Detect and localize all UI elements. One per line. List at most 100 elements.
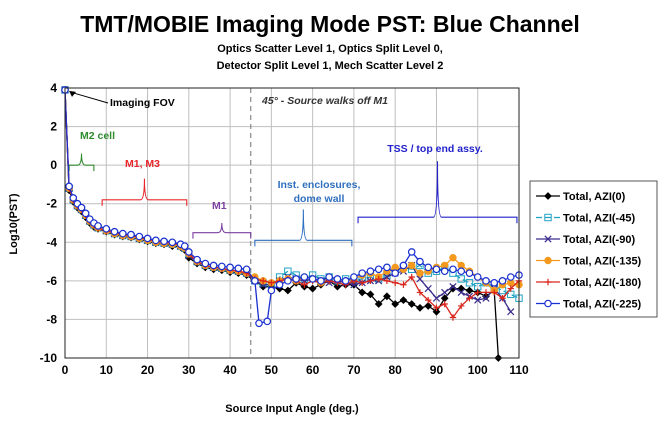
series-5 bbox=[61, 86, 523, 328]
plot-frame bbox=[64, 87, 520, 359]
m2-cell-bracket bbox=[68, 153, 95, 172]
data-point bbox=[457, 267, 466, 276]
x-tick-label: 80 bbox=[389, 363, 403, 377]
data-point bbox=[432, 307, 441, 316]
x-tick-label: 60 bbox=[306, 363, 320, 377]
x-tick-label: 110 bbox=[509, 363, 529, 377]
data-point bbox=[465, 286, 474, 295]
data-point bbox=[259, 277, 267, 285]
data-point bbox=[482, 289, 490, 296]
data-point bbox=[391, 300, 400, 308]
data-point bbox=[180, 242, 189, 250]
data-point bbox=[201, 259, 210, 268]
data-point bbox=[424, 302, 433, 310]
data-point bbox=[185, 248, 193, 256]
chart-title: TMT/MOBIE Imaging Mode PST: Blue Channel bbox=[80, 11, 580, 37]
x-tick-label: 20 bbox=[141, 363, 155, 377]
data-point bbox=[234, 264, 243, 273]
data-point bbox=[193, 255, 201, 264]
legend-label: Total, AZI(-180) bbox=[563, 277, 642, 289]
data-point bbox=[366, 267, 375, 276]
data-point bbox=[408, 273, 415, 281]
data-point bbox=[127, 230, 135, 239]
data-point bbox=[333, 275, 342, 283]
data-point bbox=[465, 279, 474, 287]
x-tick-label: 0 bbox=[62, 363, 69, 377]
legend-swatch-marker bbox=[544, 235, 552, 243]
data-point bbox=[358, 288, 367, 297]
data-point bbox=[65, 182, 73, 191]
data-point bbox=[432, 265, 441, 274]
data-point bbox=[325, 273, 333, 281]
data-point bbox=[465, 269, 474, 277]
series-0 bbox=[61, 86, 503, 362]
data-point bbox=[416, 257, 424, 266]
annotation-m2-cell: M2 cell bbox=[80, 130, 115, 142]
annotation-m1-m3: M1, M3 bbox=[125, 158, 160, 170]
data-point bbox=[275, 280, 284, 289]
legend-swatch-marker bbox=[544, 256, 552, 265]
data-point bbox=[407, 300, 416, 308]
data-point bbox=[506, 273, 515, 281]
x-tick-label: 30 bbox=[182, 363, 196, 377]
annotation-tss: TSS / top end assy. bbox=[387, 143, 483, 155]
chart-subtitle-line1: Optics Scatter Level 1, Optics Split Lev… bbox=[217, 43, 443, 55]
data-point bbox=[424, 284, 432, 293]
data-point bbox=[94, 222, 102, 230]
data-point bbox=[424, 263, 433, 272]
legend-label: Total, AZI(-225) bbox=[563, 299, 642, 311]
data-point bbox=[102, 224, 111, 233]
data-point bbox=[143, 234, 152, 243]
x-tick-label: 40 bbox=[223, 363, 237, 377]
y-tick-label: -4 bbox=[46, 235, 57, 249]
data-point bbox=[301, 281, 308, 288]
legend-item: Total, AZI(-90) bbox=[536, 234, 635, 246]
fov-arrow-line bbox=[69, 91, 109, 104]
annotation-enclosure-line2: dome wall bbox=[294, 193, 345, 205]
data-point bbox=[407, 248, 416, 256]
data-point bbox=[118, 229, 127, 238]
data-point bbox=[416, 303, 424, 312]
data-point bbox=[383, 292, 391, 301]
data-point bbox=[268, 279, 275, 286]
data-point bbox=[449, 283, 457, 291]
data-point bbox=[441, 288, 449, 297]
legend: Total, AZI(0) Total, AZI(-45) Total, AZI(-… bbox=[529, 180, 658, 318]
data-point bbox=[474, 296, 482, 304]
x-tick-label: 10 bbox=[100, 363, 114, 377]
data-point bbox=[440, 267, 449, 276]
data-point bbox=[333, 282, 342, 291]
data-point bbox=[499, 295, 506, 302]
data-point bbox=[308, 284, 317, 293]
series-line bbox=[64, 89, 500, 359]
legend-swatch-marker bbox=[544, 278, 552, 286]
data-point bbox=[425, 296, 432, 304]
series-layer bbox=[61, 86, 523, 362]
legend-item: Total, AZI(0) bbox=[536, 191, 626, 203]
data-point bbox=[300, 273, 309, 281]
data-point bbox=[341, 277, 350, 285]
legend-label: Total, AZI(-135) bbox=[563, 256, 642, 268]
m1-bracket bbox=[192, 222, 252, 239]
data-point bbox=[507, 285, 514, 292]
data-point bbox=[457, 275, 465, 283]
data-point bbox=[358, 279, 366, 286]
y-tick-label: -8 bbox=[46, 312, 57, 326]
data-point bbox=[441, 300, 448, 308]
tss-bracket bbox=[357, 161, 518, 224]
annotation-imaging-fov: Imaging FOV bbox=[110, 97, 175, 109]
data-point bbox=[383, 273, 391, 281]
data-point bbox=[284, 277, 292, 285]
data-point bbox=[251, 277, 259, 285]
data-point bbox=[473, 273, 482, 281]
data-point bbox=[263, 317, 272, 326]
x-tick-label: 90 bbox=[430, 363, 444, 377]
y-tick-label: -2 bbox=[46, 197, 57, 211]
data-point bbox=[498, 277, 507, 285]
annotation-enclosure-line1: Inst. enclosures, bbox=[278, 179, 361, 191]
data-point bbox=[482, 277, 490, 285]
fov-arrow-head bbox=[69, 90, 76, 97]
